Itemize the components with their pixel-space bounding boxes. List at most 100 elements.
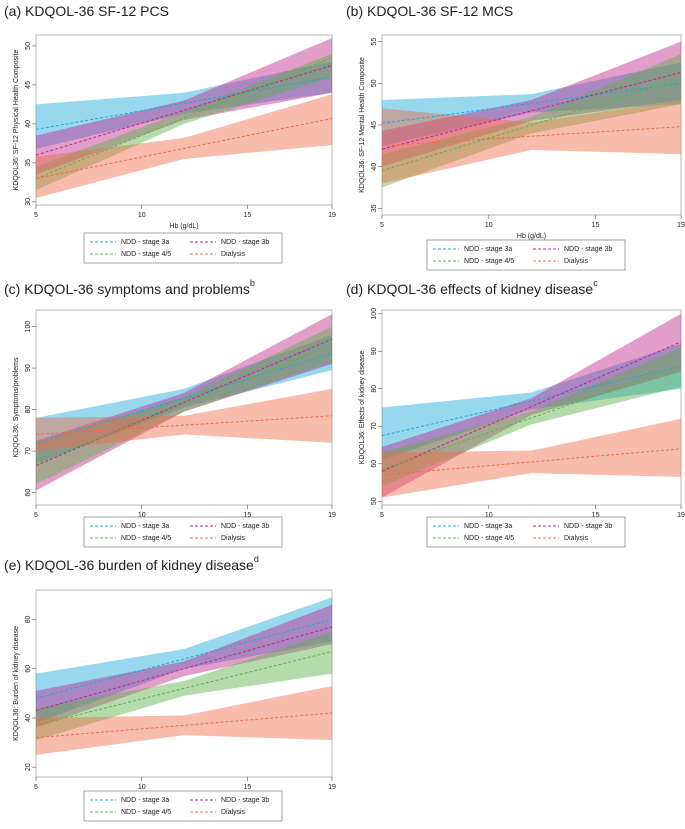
- y-tick-label: 55: [371, 38, 378, 46]
- title-text: (b) KDQOL-36 SF-12 MCS: [346, 3, 513, 19]
- fit-line: [381, 365, 682, 437]
- confidence-band: [36, 326, 332, 485]
- legend-label: NDD - stage 3a: [121, 523, 169, 530]
- x-tick-label: 19: [677, 222, 685, 229]
- confidence-band: [36, 604, 332, 728]
- plot-area: [35, 589, 333, 778]
- legend-box: [426, 516, 626, 548]
- confidence-band: [36, 61, 332, 149]
- y-axis-label: KDQOL36: SF-12 Mental Health Composite: [359, 57, 366, 193]
- title-text: (c) KDQOL-36 symptoms and problems: [4, 281, 250, 297]
- fit-line: [381, 78, 682, 172]
- fit-line: [35, 64, 333, 156]
- fit-line: [35, 344, 333, 464]
- y-tick-label: 80: [25, 406, 32, 414]
- fit-line: [35, 117, 333, 179]
- title-superscript: d: [254, 554, 259, 564]
- confidence-band: [382, 418, 681, 498]
- x-tick-label: 19: [328, 212, 336, 219]
- x-tick-label: 5: [380, 222, 384, 229]
- x-axis-label: Hb (g/dL): [517, 233, 546, 240]
- y-axis-label: KDQOL36: SF-12 Physical Health Composite: [13, 49, 20, 190]
- fit-line: [35, 651, 333, 726]
- confidence-band: [36, 38, 332, 175]
- y-tick-label: 70: [25, 447, 32, 455]
- plot-area: [35, 309, 333, 506]
- fit-line: [381, 448, 682, 476]
- confidence-band: [382, 347, 681, 487]
- y-tick-label: 45: [371, 121, 378, 129]
- fit-line: [35, 338, 333, 467]
- confidence-band: [382, 313, 681, 498]
- legend-box: [83, 516, 283, 548]
- y-tick-label: 90: [25, 364, 32, 372]
- y-tick-label: 40: [25, 714, 32, 722]
- legend-label: NDD - stage 4/5: [464, 258, 514, 265]
- x-tick-label: 5: [34, 212, 38, 219]
- y-tick-label: 40: [25, 120, 32, 128]
- y-tick-label: 60: [25, 665, 32, 673]
- y-tick-label: 35: [371, 204, 378, 212]
- y-tick-label: 80: [371, 385, 378, 393]
- fit-line: [381, 82, 682, 124]
- x-axis-label: Hb (g/dL): [169, 223, 198, 230]
- y-axis-label: KDQOL36: Effects of kidney disease: [359, 351, 366, 465]
- plot-area: [381, 309, 682, 506]
- fit-line: [381, 341, 682, 472]
- fit-line: [381, 72, 682, 150]
- x-tick-label: 15: [592, 512, 600, 519]
- plot-area: [35, 34, 333, 206]
- legend-label: NDD - stage 4/5: [121, 251, 171, 258]
- legend-label: NDD - stage 3a: [464, 246, 512, 253]
- fit-line: [35, 57, 333, 179]
- y-tick-label: 40: [371, 163, 378, 171]
- legend-label: NDD - stage 3a: [121, 797, 169, 804]
- fit-line: [35, 76, 333, 130]
- y-tick-label: 60: [371, 460, 378, 468]
- confidence-band: [382, 62, 681, 146]
- legend-label: NDD - stage 3b: [221, 797, 269, 804]
- legend-label: NDD - stage 3b: [564, 523, 612, 530]
- title-text: (a) KDQOL-36 SF-12 PCS: [4, 3, 169, 19]
- x-tick-label: 19: [328, 512, 336, 519]
- y-tick-label: 50: [371, 79, 378, 87]
- confidence-band: [36, 597, 332, 723]
- fit-line: [35, 619, 333, 699]
- title-superscript: c: [593, 278, 598, 288]
- y-tick-label: 50: [371, 497, 378, 505]
- legend-label: Dialysis: [564, 258, 589, 265]
- y-axis-label: KDQOL36: Burden of kidney disease: [13, 626, 20, 741]
- x-tick-label: 10: [138, 784, 146, 791]
- legend-label: NDD - stage 4/5: [464, 535, 514, 542]
- confidence-band: [36, 631, 332, 741]
- confidence-band: [36, 94, 332, 198]
- confidence-band: [36, 685, 332, 755]
- x-tick-label: 10: [485, 512, 493, 519]
- y-tick-label: 90: [371, 347, 378, 355]
- legend-label: NDD - stage 3a: [464, 523, 512, 530]
- legend-label: Dialysis: [221, 535, 246, 542]
- x-tick-label: 5: [380, 512, 384, 519]
- legend-label: Dialysis: [221, 251, 246, 258]
- y-tick-label: 100: [25, 321, 32, 333]
- legend-label: NDD - stage 3a: [121, 239, 169, 246]
- y-tick-label: 45: [25, 81, 32, 89]
- legend-box: [426, 239, 626, 271]
- x-tick-label: 15: [244, 784, 252, 791]
- legend-box: [83, 790, 283, 822]
- legend-box: [83, 232, 283, 264]
- confidence-band: [36, 388, 332, 452]
- title-superscript: b: [250, 278, 255, 288]
- y-tick-label: 80: [25, 616, 32, 624]
- y-tick-label: 50: [25, 42, 32, 50]
- confidence-band: [382, 343, 681, 460]
- panel-title: (d) KDQOL-36 effects of kidney diseasec: [346, 278, 598, 296]
- fit-line: [35, 415, 333, 435]
- y-axis-label: KDQOL36: Symptoms/problems: [13, 357, 20, 457]
- y-tick-label: 30: [25, 198, 32, 206]
- fit-line: [35, 626, 333, 712]
- confidence-band: [382, 100, 681, 184]
- legend-label: NDD - stage 3b: [564, 246, 612, 253]
- panel-title: (e) KDQOL-36 burden of kidney diseased: [4, 554, 259, 572]
